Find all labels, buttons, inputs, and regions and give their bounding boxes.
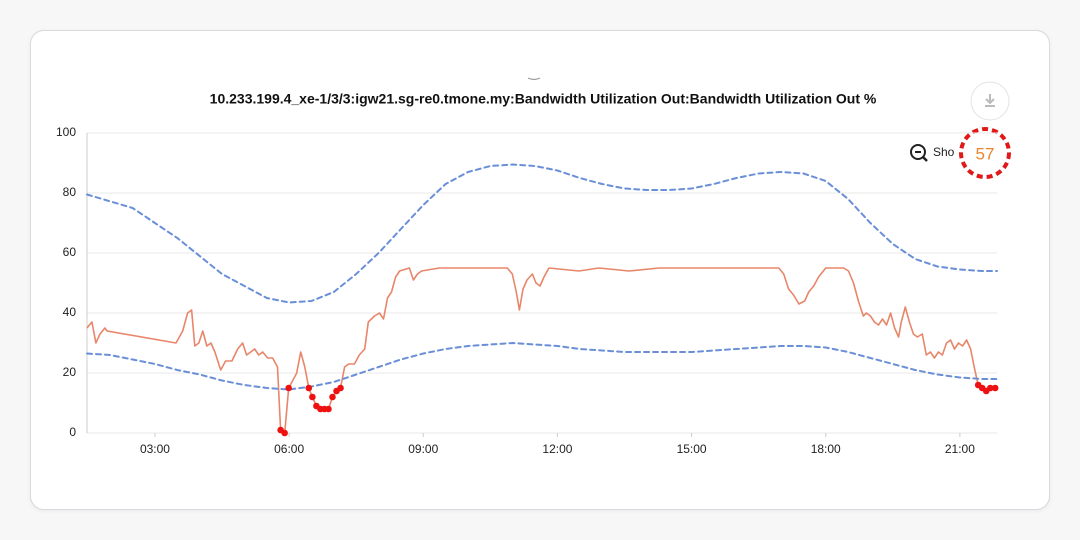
x-tick-label: 06:00 [274,442,304,456]
band-line [86,342,998,391]
anomaly-point [309,393,316,401]
y-tick-label: 20 [63,365,77,379]
collapse-handle[interactable] [527,77,541,81]
x-tick-label: 15:00 [677,442,707,456]
anomaly-point [281,429,288,437]
series-line [86,267,996,434]
anomaly-point [337,384,344,392]
badge-ring [959,127,1011,179]
download-button[interactable] [970,81,1010,121]
x-tick-label: 09:00 [408,442,438,456]
badge-value: 57 [976,144,995,163]
anomaly-point [986,384,994,392]
x-tick-label: 03:00 [140,442,170,456]
y-tick-label: 100 [56,125,76,139]
y-tick-label: 80 [63,185,77,199]
x-tick-label: 18:00 [811,442,841,456]
zoom-label[interactable]: Sho [933,145,955,159]
chart-title: 10.233.199.4_xe-1/3/3:igw21.sg-re0.tmone… [210,91,877,107]
chart-card [30,30,1050,510]
y-tick-label: 60 [63,245,77,259]
y-tick-label: 0 [69,425,76,439]
band-line [86,163,998,304]
zoom-control[interactable]: Sho [910,144,955,162]
anomaly-point [329,393,336,401]
y-tick-label: 40 [63,305,77,319]
anomaly-point [305,384,313,392]
x-tick-label: 21:00 [945,442,975,456]
anomaly-point [991,384,999,392]
anomaly-point [285,384,292,392]
x-tick-label: 12:00 [542,442,572,456]
anomaly-point [325,405,332,413]
